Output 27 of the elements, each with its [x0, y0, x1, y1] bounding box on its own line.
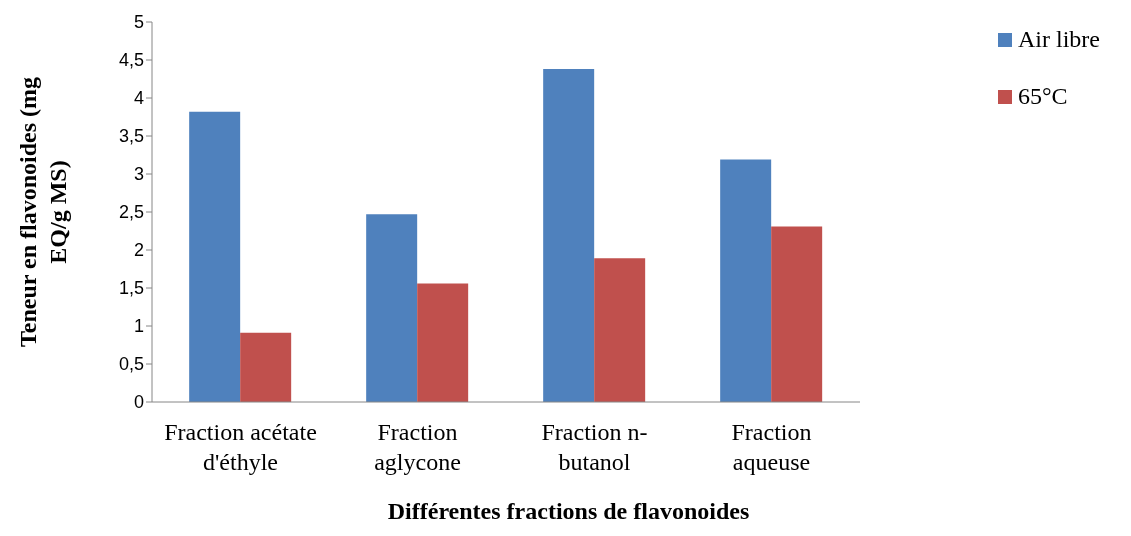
bar	[720, 159, 772, 402]
x-tick-label: Fraction aglycone	[374, 419, 461, 475]
y-tick-label: 0,5	[118, 354, 144, 375]
y-tick-label: 1,5	[118, 278, 144, 299]
legend-label: 65°C	[1017, 83, 1069, 110]
bar	[543, 69, 595, 402]
bar	[366, 214, 418, 402]
y-tick-label: 2	[133, 240, 144, 261]
bar	[594, 258, 646, 402]
x-tick-label: Fraction acétate d'éthyle	[164, 419, 317, 475]
y-tick-label: 2,5	[118, 202, 144, 223]
y-tick-label: 3,5	[118, 126, 144, 147]
bar	[240, 332, 292, 402]
x-axis-title: Différentes fractions de flavonoides	[386, 498, 751, 525]
y-tick-label: 0	[133, 392, 144, 413]
y-tick-label: 1	[133, 316, 144, 337]
bar	[189, 111, 241, 402]
bar	[771, 226, 823, 402]
bar	[417, 283, 469, 402]
legend-label: Air libre	[1017, 26, 1101, 53]
x-tick-label: Fraction aqueuse	[731, 419, 812, 475]
y-tick-label: 4,5	[118, 50, 144, 71]
x-tick-label: Fraction n-butanol	[541, 419, 648, 475]
y-axis-title: Teneur en flavonoides (mg EQ/g MS)	[15, 76, 71, 348]
y-tick-label: 5	[133, 12, 144, 33]
y-tick-label: 3	[133, 164, 144, 185]
y-tick-label: 4	[133, 88, 144, 109]
